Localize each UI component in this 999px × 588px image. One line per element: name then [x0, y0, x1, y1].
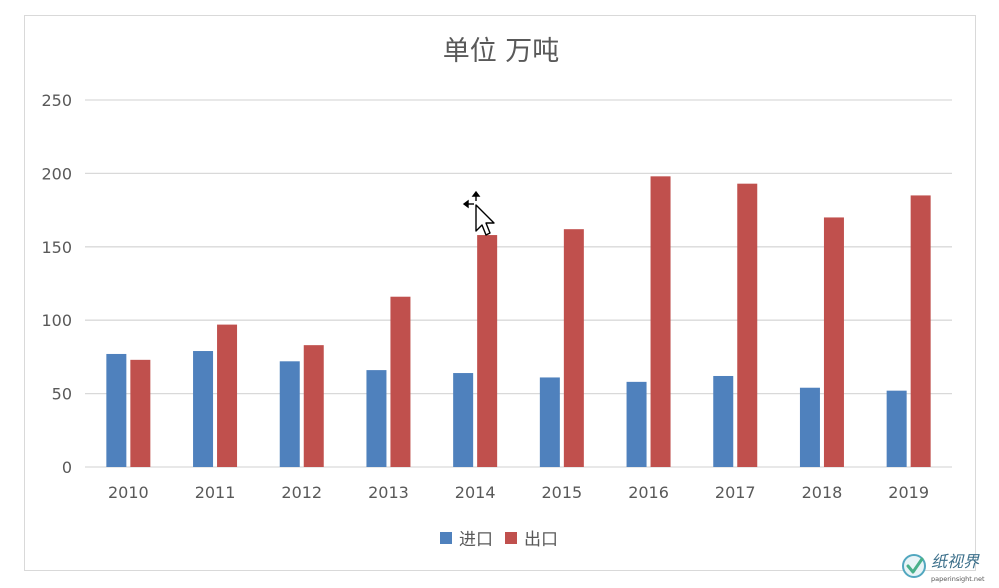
y-tick-label: 200 — [41, 164, 72, 183]
legend-swatch-进口 — [440, 532, 452, 544]
x-tick-label: 2013 — [368, 483, 409, 502]
x-tick-label: 2014 — [455, 483, 496, 502]
bar-出口-2017[interactable] — [737, 183, 758, 467]
bar-出口-2012[interactable] — [303, 345, 324, 467]
bar-进口-2017[interactable] — [713, 375, 734, 467]
bar-进口-2011[interactable] — [193, 351, 214, 467]
bars — [106, 176, 931, 468]
chart-title: 单位 万吨 — [443, 36, 560, 67]
bar-进口-2015[interactable] — [539, 377, 560, 467]
watermark-site: paperinsight.net — [931, 575, 985, 583]
move-cursor-icon — [462, 190, 481, 209]
bar-出口-2013[interactable] — [390, 296, 411, 467]
watermark-logo: 纸视界 paperinsight.net — [902, 552, 985, 583]
bar-进口-2012[interactable] — [279, 361, 300, 467]
bar-出口-2010[interactable] — [130, 359, 151, 467]
bar-进口-2014[interactable] — [453, 373, 474, 467]
bar-出口-2011[interactable] — [217, 324, 238, 467]
y-tick-label: 150 — [41, 238, 72, 257]
y-tick-label: 100 — [41, 311, 72, 330]
y-tick-label: 250 — [41, 91, 72, 110]
bar-出口-2018[interactable] — [823, 217, 844, 467]
x-axis-ticks: 2010 2011 2012 2013 2014 2015 2016 2017 2018 2019 — [108, 483, 929, 502]
x-tick-label: 2010 — [108, 483, 149, 502]
bar-进口-2019[interactable] — [886, 390, 907, 467]
bar-进口-2013[interactable] — [366, 370, 387, 467]
y-tick-label: 50 — [52, 385, 72, 404]
legend: 进口 出口 — [440, 530, 558, 550]
legend-swatch-出口 — [505, 532, 517, 544]
bar-出口-2015[interactable] — [563, 229, 584, 467]
legend-label: 进口 — [459, 530, 493, 550]
x-tick-label: 2011 — [195, 483, 236, 502]
x-tick-label: 2012 — [281, 483, 322, 502]
bar-出口-2016[interactable] — [650, 176, 671, 467]
x-tick-label: 2018 — [802, 483, 843, 502]
bar-出口-2014[interactable] — [477, 235, 498, 467]
grid-lines — [85, 99, 952, 468]
watermark-brand: 纸视界 — [931, 552, 980, 571]
mouse-pointer-icon — [475, 204, 495, 236]
y-axis-ticks: 0 50 100 150 200 250 — [41, 91, 72, 477]
bar-进口-2016[interactable] — [626, 381, 647, 467]
bar-进口-2018[interactable] — [799, 387, 820, 467]
x-tick-label: 2019 — [888, 483, 929, 502]
legend-label: 出口 — [524, 530, 558, 550]
x-tick-label: 2015 — [541, 483, 582, 502]
chart-frame[interactable] — [24, 15, 976, 571]
x-tick-label: 2016 — [628, 483, 669, 502]
bar-进口-2010[interactable] — [106, 353, 127, 467]
bar-出口-2019[interactable] — [910, 195, 931, 468]
x-tick-label: 2017 — [715, 483, 756, 502]
y-tick-label: 0 — [62, 458, 72, 477]
